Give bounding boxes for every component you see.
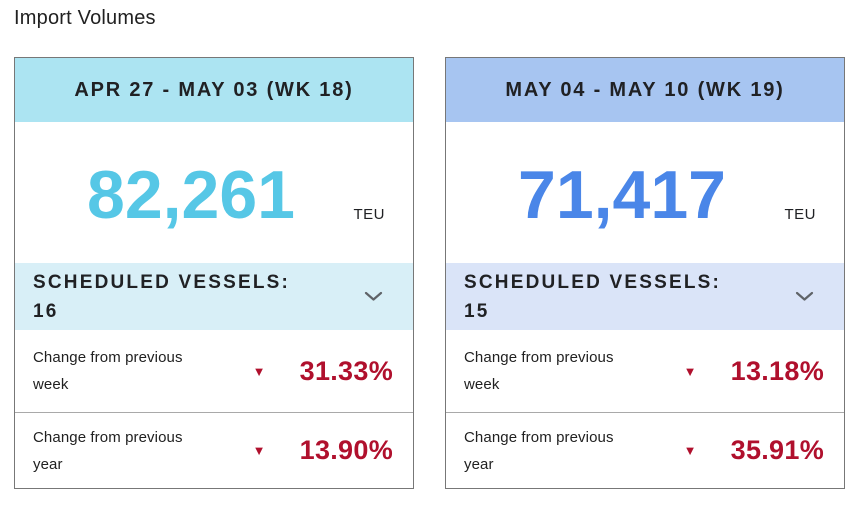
scheduled-vessels-text: SCHEDULED VESSELS: 15 bbox=[464, 268, 795, 326]
scheduled-vessels-toggle[interactable]: SCHEDULED VESSELS: 15 bbox=[446, 263, 844, 330]
scheduled-vessels-label: SCHEDULED VESSELS: bbox=[33, 271, 291, 293]
date-range-label: APR 27 - MAY 03 (WK 18) bbox=[74, 78, 354, 101]
chevron-down-icon[interactable] bbox=[364, 291, 383, 302]
page-title: Import Volumes bbox=[14, 7, 156, 29]
scheduled-vessels-label: SCHEDULED VESSELS: bbox=[464, 271, 722, 293]
chevron-down-icon[interactable] bbox=[795, 291, 814, 302]
teu-unit-label: TEU bbox=[784, 206, 816, 223]
change-year-row: Change from previous year ▼ 13.90% bbox=[15, 412, 413, 488]
week-card-18: APR 27 - MAY 03 (WK 18) 82,261 TEU SCHED… bbox=[14, 57, 414, 489]
triangle-down-icon: ▼ bbox=[683, 363, 697, 379]
change-year-percent: 13.90% bbox=[299, 435, 393, 465]
card-header-week-19: MAY 04 - MAY 10 (WK 19) bbox=[446, 58, 844, 122]
week-cards-container: APR 27 - MAY 03 (WK 18) 82,261 TEU SCHED… bbox=[14, 57, 845, 489]
scheduled-vessels-text: SCHEDULED VESSELS: 16 bbox=[33, 268, 364, 326]
teu-unit-label: TEU bbox=[353, 206, 385, 223]
change-week-row: Change from previous week ▼ 13.18% bbox=[446, 330, 844, 412]
card-header-week-18: APR 27 - MAY 03 (WK 18) bbox=[15, 58, 413, 122]
change-year-percent: 35.91% bbox=[730, 435, 824, 465]
scheduled-vessels-count: 15 bbox=[464, 300, 490, 322]
teu-value-section: 82,261 TEU bbox=[15, 122, 413, 263]
change-week-percent: 13.18% bbox=[730, 355, 824, 386]
scheduled-vessels-toggle[interactable]: SCHEDULED VESSELS: 16 bbox=[15, 263, 413, 330]
scheduled-vessels-count: 16 bbox=[33, 300, 59, 322]
teu-value-section: 71,417 TEU bbox=[446, 122, 844, 263]
week-card-19: MAY 04 - MAY 10 (WK 19) 71,417 TEU SCHED… bbox=[445, 57, 845, 489]
change-year-label: Change from previous year bbox=[464, 428, 614, 473]
triangle-down-icon: ▼ bbox=[252, 443, 266, 458]
change-week-row: Change from previous week ▼ 31.33% bbox=[15, 330, 413, 412]
teu-value: 71,417 bbox=[518, 156, 726, 233]
change-week-label: Change from previous week bbox=[464, 349, 614, 393]
change-week-percent: 31.33% bbox=[299, 355, 393, 386]
triangle-down-icon: ▼ bbox=[683, 443, 697, 458]
change-week-label: Change from previous week bbox=[33, 349, 183, 393]
change-year-row: Change from previous year ▼ 35.91% bbox=[446, 412, 844, 488]
triangle-down-icon: ▼ bbox=[252, 363, 266, 379]
date-range-label: MAY 04 - MAY 10 (WK 19) bbox=[505, 78, 785, 101]
change-year-label: Change from previous year bbox=[33, 428, 183, 473]
teu-value: 82,261 bbox=[87, 156, 295, 233]
